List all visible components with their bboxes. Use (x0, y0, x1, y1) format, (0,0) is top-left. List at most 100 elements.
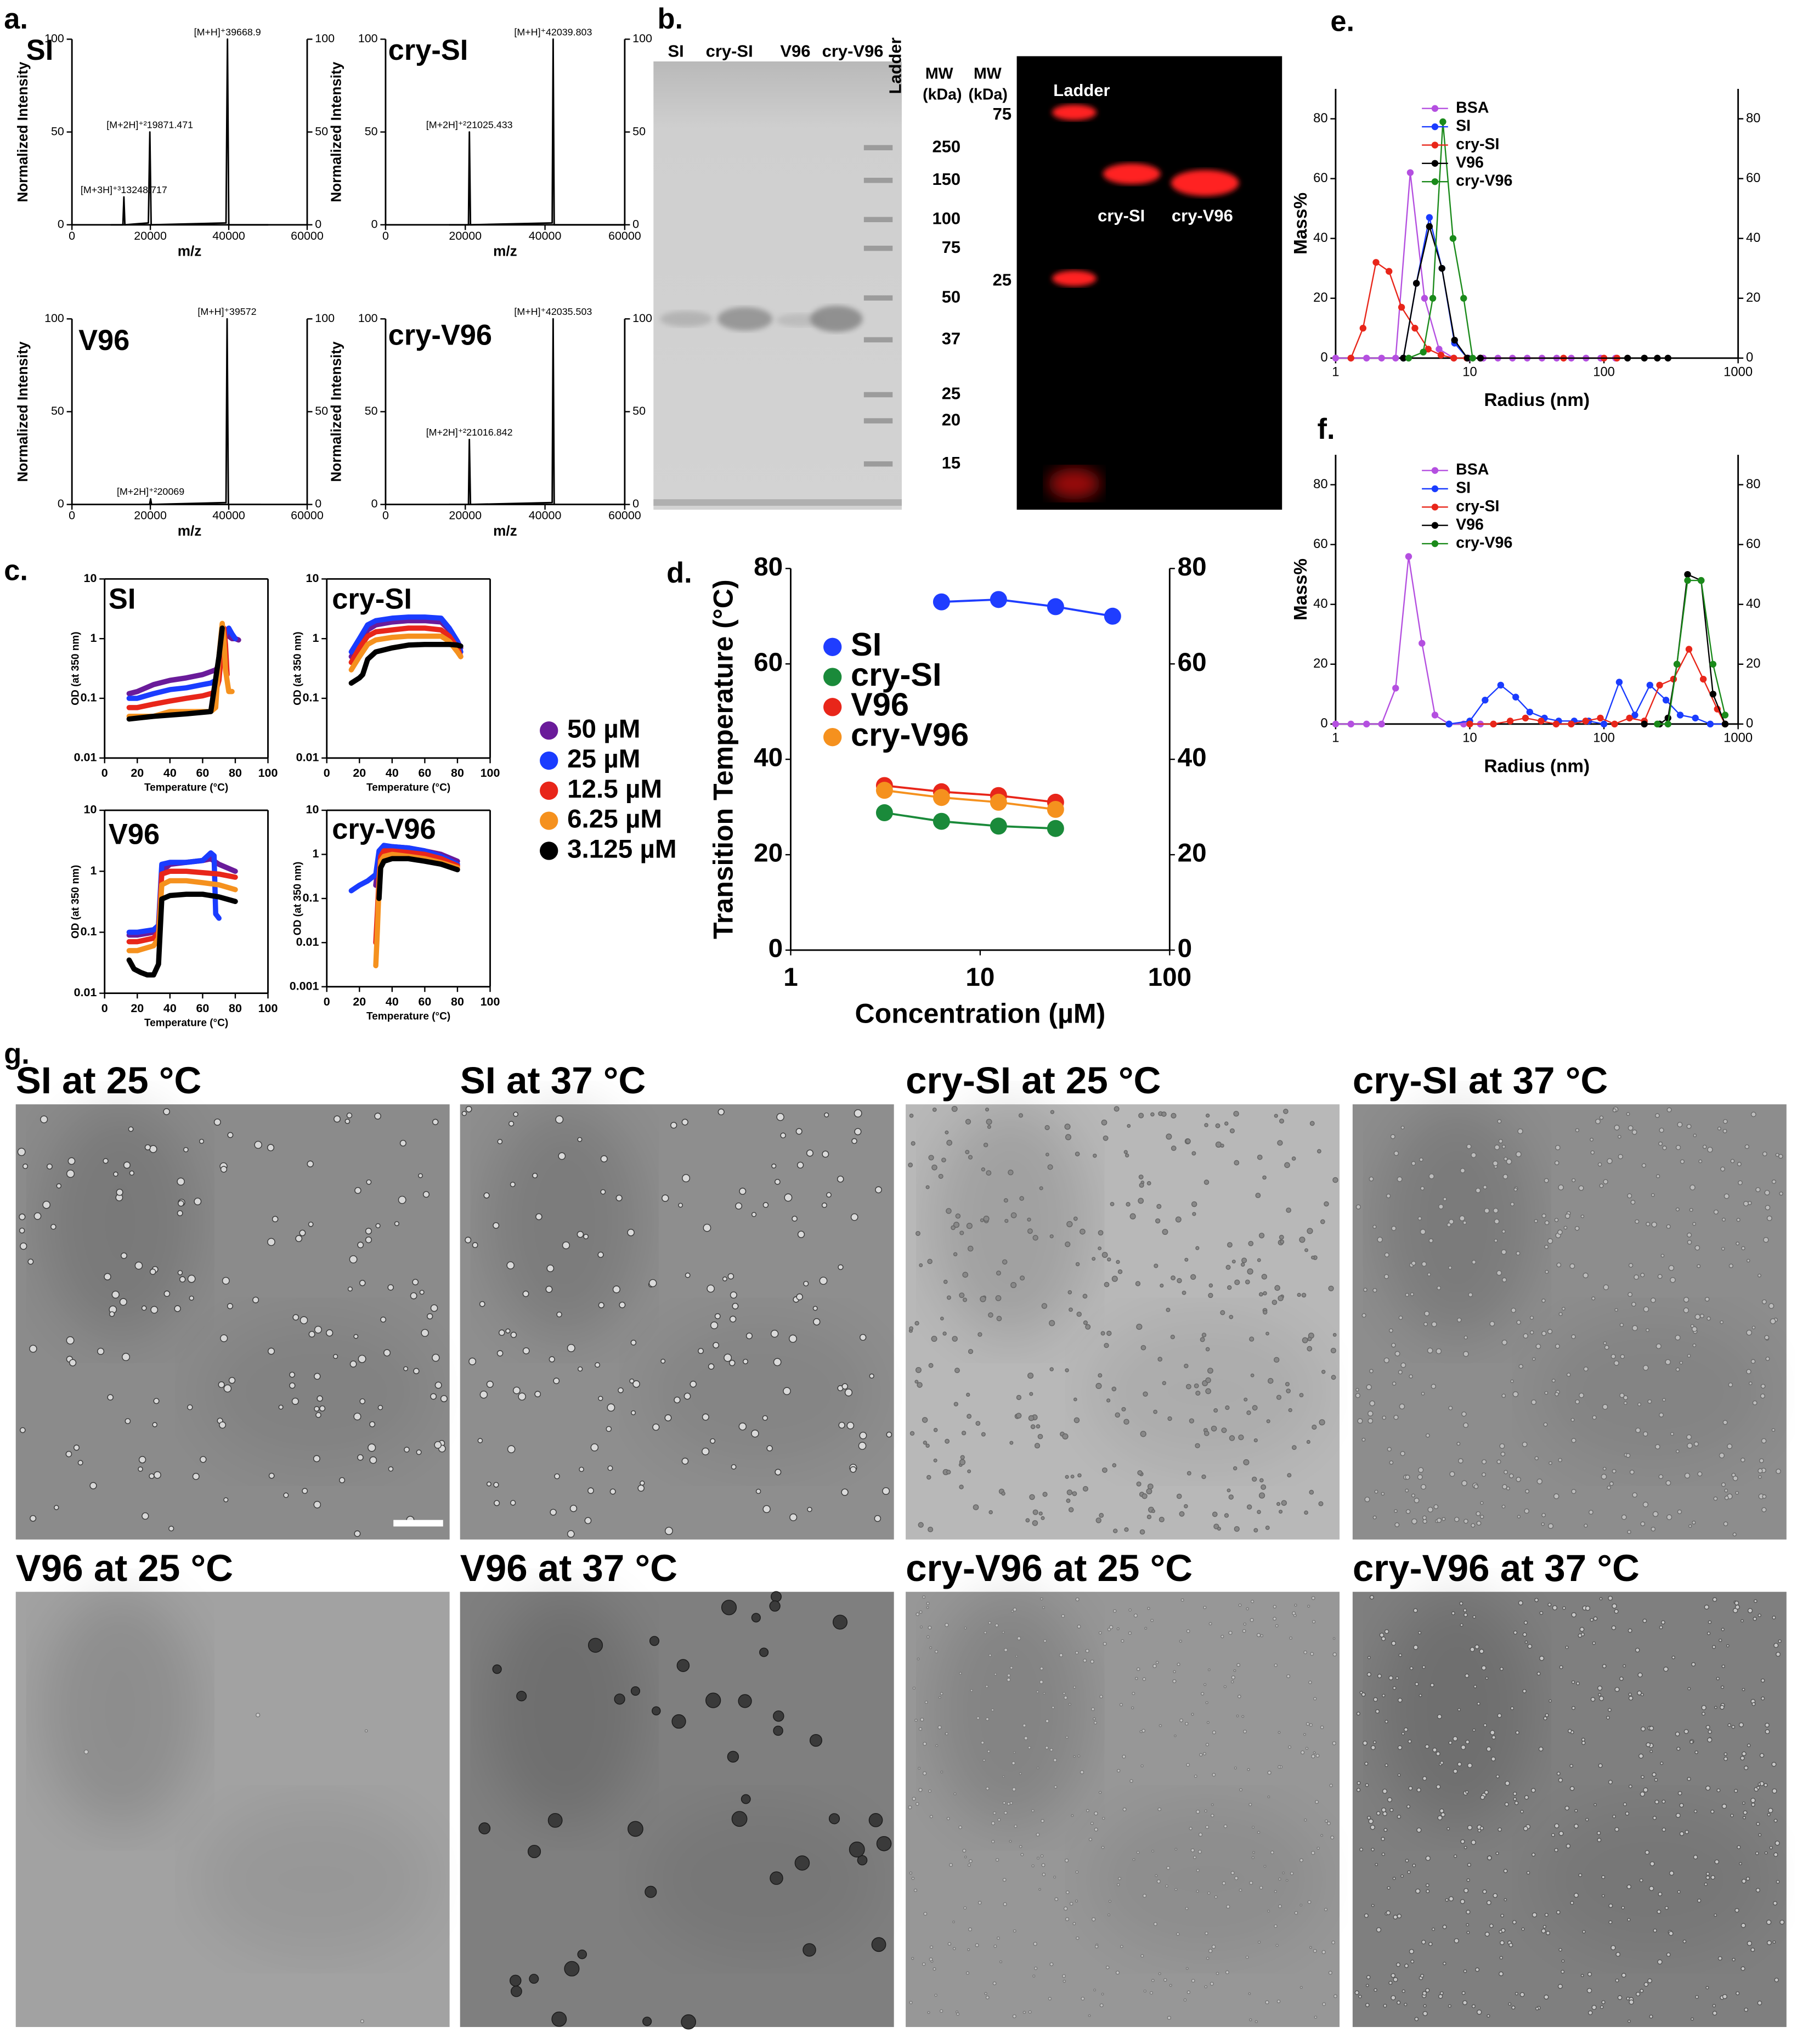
ladder-band (863, 217, 893, 222)
micrograph-particle (1687, 1240, 1692, 1245)
micrograph-particle (859, 1431, 867, 1439)
micrograph-particle (1625, 1811, 1630, 1816)
micrograph-particle (1663, 1667, 1669, 1672)
micrograph-particle (1475, 1188, 1481, 1193)
micrograph-particle (1462, 2000, 1468, 2006)
micrograph-particle (1310, 1255, 1315, 1260)
micrograph-particle (1041, 1863, 1046, 1867)
micrograph-particle (682, 1174, 691, 1183)
micrograph-particle (1113, 1609, 1117, 1613)
micrograph-particle (1003, 1648, 1008, 1652)
micrograph-particle (1135, 1281, 1141, 1286)
micrograph-particle (1760, 1393, 1766, 1399)
micrograph-particle (1285, 1879, 1289, 1882)
micrograph-particle (1735, 1605, 1740, 1610)
micrograph-particle (1228, 1494, 1234, 1500)
micrograph-particle (1670, 1432, 1674, 1436)
micrograph-particle (1599, 1597, 1603, 1601)
micrograph-particle (1051, 1706, 1055, 1709)
micrograph-particle (1612, 1108, 1617, 1113)
micrograph-particle (1385, 1763, 1388, 1768)
data-point (1347, 720, 1354, 728)
micrograph-particle (1003, 1811, 1008, 1815)
micrograph-particle (685, 1272, 691, 1278)
micrograph-particle (1426, 1889, 1430, 1894)
micrograph-particle (1723, 1757, 1728, 1761)
micrograph-particle (1395, 1962, 1401, 1967)
micrograph-particle (50, 1224, 56, 1230)
micrograph-particle (1689, 1208, 1693, 1212)
micrograph-particle (1185, 1138, 1191, 1144)
micrograph-particle (1328, 1285, 1334, 1291)
micrograph-particle (1658, 1474, 1664, 1480)
micrograph-particle (796, 1293, 803, 1301)
micrograph-particle (967, 1948, 970, 1951)
micrograph-particle (1448, 1266, 1453, 1270)
micrograph-particle (1501, 1393, 1506, 1398)
micrograph-particle (1744, 2007, 1749, 2012)
micrograph-particle (564, 1961, 580, 1977)
micrograph-particle (967, 1245, 974, 1252)
micrograph-particle (909, 1871, 913, 1875)
x-tick-label: 60000 (291, 229, 324, 242)
legend-marker (540, 751, 558, 770)
data-point (1698, 577, 1705, 584)
y-axis-label: Mass% (1291, 193, 1311, 255)
micrograph-particle (1499, 1930, 1502, 1934)
lane-label: V96 (780, 41, 810, 60)
data-point (990, 793, 1007, 811)
micrograph-particle (1549, 1699, 1552, 1703)
micrograph-particle (1002, 1801, 1006, 1805)
micrograph-particle (1415, 1888, 1421, 1894)
micrograph-particle (222, 1277, 230, 1285)
micrograph-shading (1535, 1800, 1771, 1958)
micrograph-particle (1364, 1497, 1370, 1503)
x-tick-label: 20 (353, 995, 366, 1008)
micrograph-particle (1628, 1692, 1632, 1696)
micrograph-particle (1393, 1150, 1399, 1156)
micrograph-particle (1691, 1326, 1698, 1332)
micrograph-particle (1098, 1791, 1102, 1794)
micrograph-particle (1143, 1989, 1146, 1993)
x-tick-label: 0 (69, 229, 75, 242)
micrograph-particle (1555, 1145, 1561, 1150)
micrograph-particle (1114, 1106, 1120, 1112)
micrograph-particle (1415, 1682, 1419, 1686)
micrograph-particle (1504, 1802, 1509, 1806)
micrograph-particle (22, 1164, 29, 1170)
micrograph-particle (1394, 1509, 1398, 1513)
micrograph-particle (1400, 1874, 1404, 1878)
series-line (883, 784, 1057, 804)
micrograph-particle (1234, 1279, 1240, 1285)
micrograph-particle (354, 1530, 361, 1537)
mw-header: MW (974, 65, 1002, 82)
micrograph-particle (698, 1348, 704, 1354)
series-line (126, 891, 238, 978)
data-point (933, 593, 950, 611)
micrograph-particle (1468, 1292, 1473, 1297)
y-tick-label: 100 (358, 312, 378, 325)
micrograph-particle (349, 1360, 357, 1368)
micrograph-particle (111, 1290, 120, 1299)
micrograph-particle (1585, 1817, 1589, 1822)
micrograph-particle (1199, 1753, 1203, 1757)
micrograph-particle (628, 1821, 643, 1837)
y2-tick-label: 0 (1746, 716, 1753, 731)
micrograph-particle (922, 1417, 928, 1423)
micrograph-particle (1545, 1713, 1549, 1718)
micrograph-particle (1704, 1297, 1710, 1302)
micrograph-particle (1383, 1357, 1389, 1363)
x-axis-label: m/z (493, 523, 517, 539)
micrograph-particle (1579, 1392, 1584, 1398)
micrograph-particle (104, 1273, 111, 1280)
micrograph-particle (1635, 1219, 1640, 1224)
micrograph-particle (1486, 1900, 1491, 1905)
micrograph-particle (1085, 1648, 1089, 1653)
micrograph-particle (1702, 1144, 1707, 1149)
micrograph-particle (1073, 1397, 1077, 1402)
data-point (1615, 679, 1623, 686)
micrograph-particle (1115, 1970, 1120, 1975)
x-tick-label: 40 (163, 1002, 177, 1015)
micrograph-particle (1504, 1470, 1508, 1475)
